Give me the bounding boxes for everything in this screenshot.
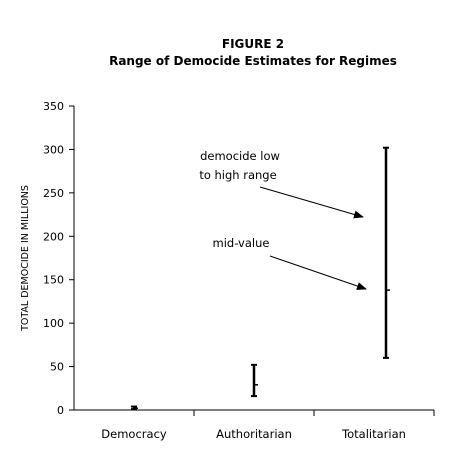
annotation-range-line1: democide low [200,149,280,163]
y-tick-label-50: 50 [50,361,64,374]
category-label-democracy: Democracy [101,427,167,441]
chart-subtitle: Range of Democide Estimates for Regimes [109,54,397,68]
range-mark-totalitarian [383,146,390,359]
y-tick-label-300: 300 [43,143,64,156]
x-axis-category-labels: Democracy Authoritarian Totalitarian [101,427,406,441]
range-mark-democracy [131,405,138,411]
y-axis-ticks: 0 50 100 150 200 250 300 350 [43,100,74,417]
x-axis-ticks [193,410,435,416]
y-tick-label-150: 150 [43,274,64,287]
x-axis: Democracy Authoritarian Totalitarian [74,409,435,441]
annotation-range: democide low to high range [199,149,364,219]
y-axis-label: TOTAL DEMOCIDE IN MILLIONS [20,185,31,332]
annotation-range-arrow [259,186,364,219]
chart-title: FIGURE 2 [222,37,284,51]
y-tick-label-200: 200 [43,230,64,243]
category-label-authoritarian: Authoritarian [216,427,292,441]
category-label-totalitarian: Totalitarian [341,427,406,441]
range-marks [131,146,390,411]
range-mark-authoritarian [251,363,258,398]
annotation-range-line2: to high range [199,168,276,182]
annotation-mid-value-text: mid-value [213,236,270,250]
y-axis: 0 50 100 150 200 250 300 350 [43,100,75,417]
y-tick-label-350: 350 [43,100,64,113]
y-tick-label-0: 0 [57,404,64,417]
annotation-mid-value-arrow [269,255,367,290]
y-tick-label-250: 250 [43,187,64,200]
annotation-mid-value: mid-value [213,236,367,290]
y-tick-label-100: 100 [43,317,64,330]
